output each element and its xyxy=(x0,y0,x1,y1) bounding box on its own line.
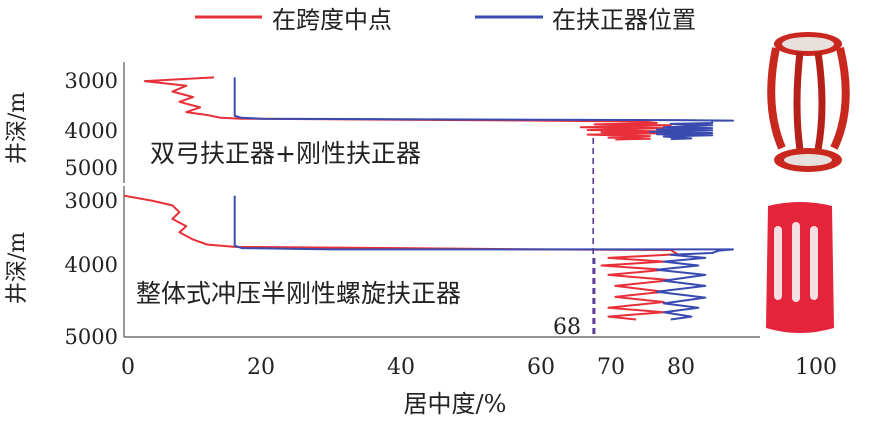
axis-frame-bottom xyxy=(123,186,760,338)
x-tick-label: 60 xyxy=(527,355,555,380)
series-midspan-line-panel-2 xyxy=(123,194,679,321)
series-layer xyxy=(123,76,734,321)
y-axis-label-bottom: 井深/m xyxy=(5,232,30,304)
y-tick-label: 5000 xyxy=(65,325,118,349)
y-tick-label: 4000 xyxy=(65,253,118,277)
x-ticks: 0 20 40 60 70 80 100 xyxy=(121,355,837,380)
x-tick-label: 70 xyxy=(597,355,625,380)
y-ticks-top: 3000 4000 5000 xyxy=(65,69,118,180)
series-midspan-line-panel-1 xyxy=(143,76,679,141)
y-tick-label: 3000 xyxy=(65,189,118,213)
y-ticks-bottom: 3000 4000 5000 xyxy=(65,189,118,349)
series-centralizer-line-panel-1 xyxy=(233,77,734,141)
panel-label-top: 双弓扶正器+刚性扶正器 xyxy=(150,139,421,168)
legend: 在跨度中点 在扶正器位置 xyxy=(195,6,696,34)
y-tick-label: 4000 xyxy=(65,119,118,143)
x-tick-label: 20 xyxy=(247,355,275,380)
x-axis-label: 居中度/% xyxy=(404,390,507,418)
marker-value-label: 68 xyxy=(553,315,581,340)
stamped-rigid-centralizer-icon xyxy=(766,202,834,333)
y-tick-label: 5000 xyxy=(65,156,118,180)
double-bow-centralizer-icon xyxy=(767,32,850,172)
y-tick-label: 3000 xyxy=(65,69,118,93)
x-tick-label: 40 xyxy=(387,355,415,380)
panel-label-bottom: 整体式冲压半刚性螺旋扶正器 xyxy=(136,279,461,308)
y-axis-label-top: 井深/m xyxy=(5,92,30,164)
series-centralizer-line-panel-2 xyxy=(233,195,734,321)
x-tick-label: 0 xyxy=(121,355,135,380)
x-tick-label: 100 xyxy=(795,355,837,380)
legend-label-midspan: 在跨度中点 xyxy=(272,6,392,34)
marker-layer xyxy=(592,138,596,337)
x-tick-label: 80 xyxy=(667,355,695,380)
legend-label-centralizer: 在扶正器位置 xyxy=(552,6,696,34)
